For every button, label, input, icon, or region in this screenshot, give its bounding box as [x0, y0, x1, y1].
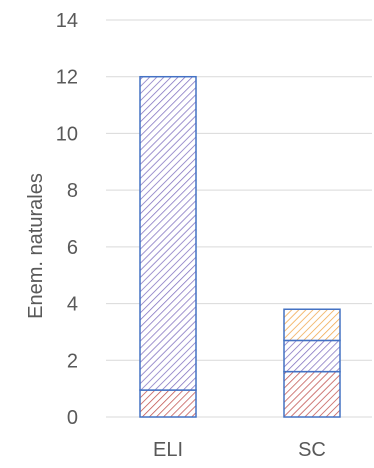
- y-axis-title: Enem. naturales: [25, 173, 47, 319]
- y-tick-label-4: 4: [67, 294, 78, 316]
- y-tick-label-10: 10: [56, 123, 78, 145]
- y-tick-label-0: 0: [67, 407, 78, 429]
- bar-sc-segment-1: [283, 370, 341, 418]
- y-tick-label-8: 8: [67, 180, 78, 202]
- y-tick-label-6: 6: [67, 237, 78, 259]
- bar-eli-segment-2: [139, 75, 197, 391]
- y-tick-label-12: 12: [56, 67, 78, 89]
- x-tick-label-eli: ELI: [153, 439, 183, 461]
- y-tick-label-2: 2: [67, 350, 78, 372]
- x-tick-label-sc: SC: [298, 439, 326, 461]
- bar-sc-segment-2: [283, 339, 341, 373]
- y-tick-label-14: 14: [56, 10, 78, 32]
- bar-eli-segment-1: [139, 389, 197, 418]
- y-axis-tick-labels: 0 2 4 6 8 10 12 14: [56, 10, 78, 429]
- bar-sc-segment-3: [283, 308, 341, 342]
- bars: [139, 75, 341, 418]
- x-axis-tick-labels: ELI SC: [153, 439, 326, 461]
